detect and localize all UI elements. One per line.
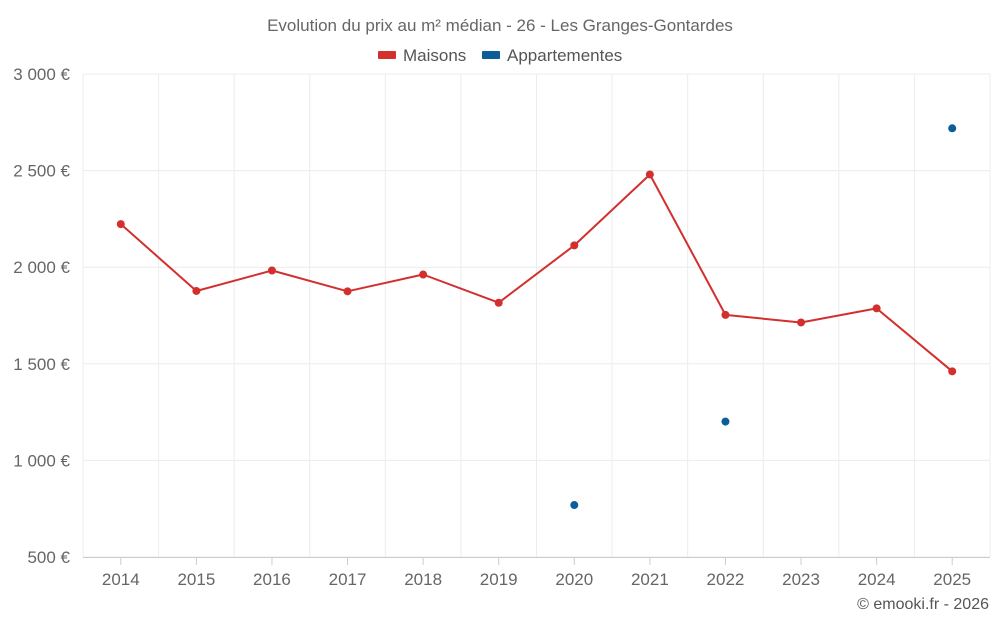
point-s0-2018[interactable] bbox=[419, 270, 428, 279]
legend-swatch-0 bbox=[378, 51, 396, 59]
point-s0-2025[interactable] bbox=[948, 367, 957, 376]
point-s0-2023[interactable] bbox=[797, 318, 806, 327]
y-tick-label-2500: 2 500 € bbox=[13, 162, 70, 181]
point-s0-2019[interactable] bbox=[494, 298, 503, 307]
x-tick-label-2017: 2017 bbox=[329, 570, 367, 589]
x-tick-label-2014: 2014 bbox=[102, 570, 140, 589]
x-tick-label-2016: 2016 bbox=[253, 570, 291, 589]
x-tick-label-2021: 2021 bbox=[631, 570, 669, 589]
point-s0-2022[interactable] bbox=[721, 310, 730, 319]
y-tick-label-2000: 2 000 € bbox=[13, 258, 70, 277]
legend-swatch-1 bbox=[482, 51, 500, 59]
x-tick-label-2020: 2020 bbox=[555, 570, 593, 589]
point-s0-2024[interactable] bbox=[872, 304, 881, 313]
x-tick-label-2018: 2018 bbox=[404, 570, 442, 589]
y-tick-label-1500: 1 500 € bbox=[13, 355, 70, 374]
chart-title: Evolution du prix au m² médian - 26 - Le… bbox=[267, 16, 733, 35]
point-s1-2025[interactable] bbox=[948, 124, 957, 133]
legend-label-0[interactable]: Maisons bbox=[403, 46, 466, 65]
point-s0-2015[interactable] bbox=[192, 286, 201, 295]
point-s0-2020[interactable] bbox=[570, 241, 579, 250]
y-tick-label-500: 500 € bbox=[27, 548, 70, 567]
series-line-0 bbox=[120, 173, 953, 373]
legend: Maisons Appartementes bbox=[378, 46, 622, 65]
x-tick-label-2015: 2015 bbox=[177, 570, 215, 589]
point-s1-2022[interactable] bbox=[721, 417, 730, 426]
point-s1-2020[interactable] bbox=[570, 501, 579, 510]
x-tick-label-2022: 2022 bbox=[707, 570, 745, 589]
point-s0-2017[interactable] bbox=[343, 287, 352, 296]
series-1 bbox=[570, 124, 957, 510]
x-tick-label-2024: 2024 bbox=[858, 570, 896, 589]
series-0 bbox=[116, 170, 957, 376]
axes: 2014 2015 2016 2017 2018 2019 2020 2021 2022 2023… bbox=[13, 65, 990, 589]
credit-text: © emooki.fr - 2026 bbox=[857, 596, 989, 613]
y-tick-label-3000: 3 000 € bbox=[13, 65, 70, 84]
point-s0-2016[interactable] bbox=[267, 266, 276, 275]
point-s0-2021[interactable] bbox=[645, 170, 654, 179]
series-layer bbox=[116, 124, 957, 510]
x-tick-label-2025: 2025 bbox=[933, 570, 971, 589]
x-tick-label-2019: 2019 bbox=[480, 570, 518, 589]
legend-label-1[interactable]: Appartementes bbox=[507, 46, 622, 65]
grid bbox=[82, 73, 991, 558]
x-tick-label-2023: 2023 bbox=[782, 570, 820, 589]
point-s0-2014[interactable] bbox=[116, 220, 125, 229]
y-tick-label-1000: 1 000 € bbox=[13, 451, 70, 470]
